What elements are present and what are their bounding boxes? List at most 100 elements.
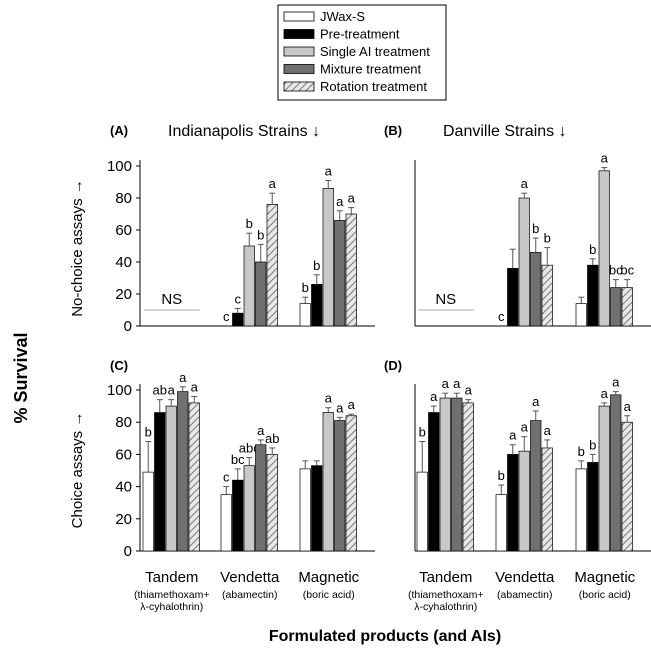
y-tick-label: 20 (115, 511, 132, 528)
bar (311, 284, 323, 327)
bar (220, 494, 232, 552)
significance-letter: ab (265, 431, 279, 446)
significance-letter: b (578, 444, 585, 459)
panel-label-a: (A) (110, 123, 128, 138)
significance-letter: b (498, 468, 505, 483)
x-axis-main-label: Formulated products (and AIs) (269, 628, 501, 645)
bar (530, 420, 542, 552)
significance-letter: a (509, 428, 517, 443)
legend-swatch-3 (283, 64, 315, 74)
bar (541, 447, 553, 552)
significance-letter: a (325, 163, 333, 178)
y-tick-label: 100 (107, 382, 132, 399)
row-label-no-choice: No-choice assays → (69, 179, 86, 317)
x-category-subtitle: (thiamethoxam+ (408, 589, 484, 601)
bar (311, 465, 323, 552)
bar (610, 287, 622, 327)
significance-letter: bc (231, 452, 245, 467)
legend-entry-0: JWax-S (320, 9, 365, 24)
significance-letter: a (601, 151, 609, 166)
x-category-subtitle: (boric acid) (303, 589, 355, 601)
legend-swatch-0 (283, 11, 315, 22)
row-label-choice: Choice assays → (69, 412, 86, 529)
x-category-subtitle: (abamectin) (497, 589, 552, 601)
legend-entry-4: Rotation treatment (320, 79, 427, 94)
significance-letter: abc (239, 441, 260, 456)
y-tick-label: 40 (115, 254, 132, 271)
legend-entry-3: Mixture treatment (320, 62, 422, 77)
bar (345, 415, 357, 552)
significance-letter: a (336, 194, 344, 209)
panel-label-b: (B) (384, 123, 402, 138)
bar (439, 397, 451, 552)
significance-letter: bc (620, 263, 634, 278)
bar (255, 444, 267, 552)
bar (243, 465, 255, 552)
bar (598, 170, 610, 327)
bar (322, 412, 334, 552)
bar (428, 412, 440, 552)
bar (530, 252, 542, 327)
bar (575, 468, 587, 552)
bar (322, 188, 334, 327)
panel-label-d: (D) (384, 358, 402, 373)
y-tick-label: 0 (124, 543, 132, 560)
significance-letter: a (325, 391, 333, 406)
significance-letter: a (453, 376, 461, 391)
ns-annotation: NS (435, 291, 456, 308)
x-category-label: Magnetic (574, 569, 635, 586)
significance-letter: a (348, 397, 356, 412)
bar (165, 405, 177, 552)
significance-letter: a (348, 191, 356, 206)
significance-letter: a (191, 379, 199, 394)
bar (266, 204, 278, 327)
bar (416, 471, 428, 552)
bar (575, 303, 587, 327)
significance-letter: b (313, 258, 320, 273)
significance-letter: b (145, 425, 152, 440)
significance-letter: a (465, 383, 473, 398)
bar (621, 287, 633, 327)
x-category-subtitle: λ-cyhalothrin) (140, 601, 203, 613)
bar (334, 420, 346, 552)
bar (243, 245, 255, 327)
ns-annotation: NS (161, 291, 182, 308)
legend-entry-2: Single AI treatment (320, 44, 430, 59)
column-title-danville: Danville Strains ↓ (443, 123, 567, 140)
significance-letter: c (223, 309, 230, 324)
bar (518, 450, 530, 552)
bar (299, 303, 311, 327)
bar (495, 494, 507, 552)
significance-letter: ab (153, 383, 167, 398)
bar (587, 264, 599, 327)
bar (507, 268, 519, 327)
bar (507, 454, 519, 552)
legend-entry-1: Pre-treatment (320, 27, 400, 42)
significance-letter: b (589, 437, 596, 452)
significance-letter: a (168, 383, 176, 398)
bar (451, 397, 463, 552)
y-tick-label: 60 (115, 222, 132, 239)
significance-letter: a (612, 375, 620, 390)
bar (232, 479, 244, 552)
bar (142, 471, 154, 552)
significance-letter: a (179, 370, 187, 385)
legend: JWax-S Pre-treatment Single AI treatment Mi… (277, 4, 447, 101)
y-tick-label: 60 (115, 446, 132, 463)
bar (541, 264, 553, 327)
bar (345, 213, 357, 327)
significance-letter: a (624, 399, 632, 414)
bar (334, 220, 346, 327)
significance-letter: a (521, 176, 529, 191)
panel-label-c: (C) (110, 358, 128, 373)
bar (598, 405, 610, 552)
bar (610, 394, 622, 552)
legend-swatch-1 (283, 29, 315, 39)
legend-swatch-4 (283, 81, 315, 92)
y-axis-main-label: % Survival (11, 332, 31, 423)
significance-letter: b (246, 216, 253, 231)
y-tick-label: 80 (115, 190, 132, 207)
